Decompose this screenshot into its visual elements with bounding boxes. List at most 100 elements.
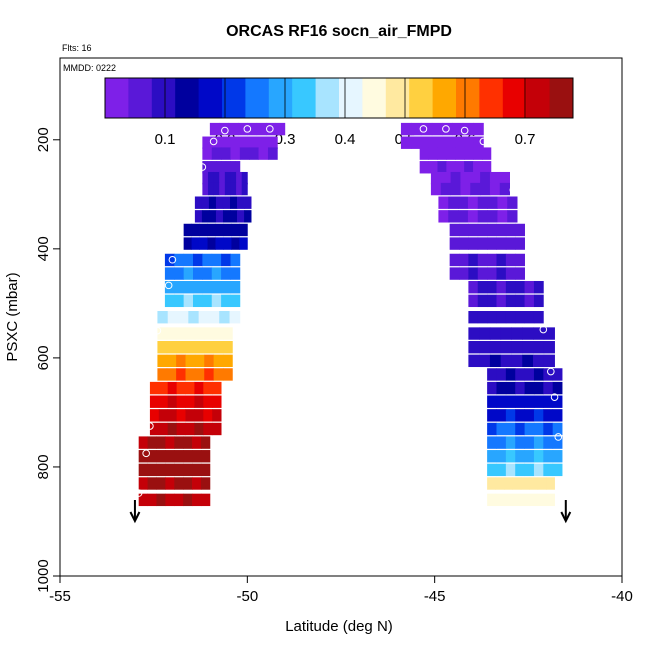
heatmap-cell — [149, 409, 160, 422]
heatmap-cell — [244, 196, 252, 209]
heatmap-cell — [158, 395, 169, 408]
heatmap-cell — [192, 463, 202, 477]
heatmap-cell — [256, 122, 267, 136]
heatmap-cell — [194, 409, 204, 422]
heatmap-cell — [505, 436, 516, 449]
heatmap-cell — [449, 267, 460, 280]
heatmap-cell — [473, 161, 483, 174]
heatmap-cell — [473, 136, 484, 149]
heatmap-cell — [201, 196, 210, 209]
flights-annotation: Flts: 16 — [62, 43, 92, 53]
heatmap-cell — [222, 196, 231, 209]
heatmap-cell — [487, 450, 497, 463]
heatmap-cell — [487, 381, 497, 395]
heatmap-cell — [230, 147, 241, 160]
heatmap-cell — [221, 281, 231, 294]
heatmap-cell — [221, 136, 231, 149]
heatmap-cell — [166, 354, 177, 368]
heatmap-cell — [543, 422, 554, 436]
heatmap-cell — [194, 422, 204, 436]
heatmap-cell — [487, 294, 497, 308]
heatmap-cell — [438, 210, 449, 223]
heatmap-cell — [438, 196, 449, 209]
heatmap-cell — [473, 147, 483, 160]
heatmap-cell — [496, 294, 507, 308]
heatmap-cell — [477, 237, 488, 250]
colorbar-swatch — [549, 78, 574, 118]
heatmap-cell — [237, 210, 245, 223]
heatmap-cell — [487, 223, 497, 237]
heatmap-cell — [176, 368, 186, 381]
heatmap-cell — [185, 409, 195, 422]
colorbar-swatch — [105, 78, 129, 118]
x-tick-label: -45 — [424, 588, 446, 605]
heatmap-cell — [239, 147, 250, 160]
heatmap-cell — [487, 477, 496, 490]
y-axis-label: PSXC (mbar) — [4, 272, 21, 361]
heatmap-cell — [215, 210, 224, 223]
heatmap-cell — [448, 196, 459, 209]
heatmap-cell — [522, 340, 534, 354]
heatmap-cell — [174, 493, 184, 507]
heatmap-cell — [165, 463, 175, 477]
heatmap-cell — [503, 477, 513, 490]
heatmap-cell — [207, 171, 215, 185]
heatmap-cell — [524, 281, 535, 294]
heatmap-cell — [167, 409, 178, 422]
heatmap-cell — [520, 477, 530, 490]
heatmap-cell — [194, 395, 204, 408]
heatmap-cell — [543, 381, 554, 395]
heatmap-cell — [194, 340, 205, 354]
heatmap-cell — [520, 493, 530, 507]
heatmap-cell — [515, 368, 525, 381]
heatmap-cell — [480, 182, 491, 196]
sample-point — [209, 137, 218, 146]
heatmap-cell — [185, 327, 196, 340]
heatmap-cell — [204, 340, 215, 354]
heatmap-cell — [507, 210, 518, 223]
heatmap-cell — [222, 340, 233, 354]
heatmap-cell — [167, 311, 179, 324]
heatmap-cell — [428, 147, 438, 160]
heatmap-cell — [487, 368, 497, 381]
heatmap-cell — [479, 327, 491, 340]
heatmap-cell — [452, 136, 464, 149]
heatmap-cell — [495, 493, 505, 507]
heatmap-cell — [211, 147, 222, 160]
heatmap-cell — [543, 368, 554, 381]
colorbar-swatch — [339, 78, 363, 118]
sample-point — [547, 367, 555, 376]
heatmap-cell — [470, 182, 481, 196]
heatmap-cell — [419, 147, 429, 160]
heatmap-cell — [202, 161, 208, 174]
heatmap-cell — [468, 354, 480, 368]
heatmap-cell — [533, 450, 544, 463]
heatmap-cell — [219, 122, 229, 136]
heatmap-cell — [149, 395, 160, 408]
heatmap-cell — [515, 450, 525, 463]
heatmap-cell — [543, 340, 555, 354]
heatmap-cell — [496, 409, 507, 422]
heatmap-cell — [211, 294, 222, 308]
heatmap-cell — [515, 436, 525, 449]
heatmap-cell — [533, 422, 544, 436]
heatmap-cell — [537, 477, 547, 490]
heatmap-cell — [489, 327, 502, 340]
heatmap-cell — [524, 436, 535, 449]
heatmap-cell — [149, 381, 160, 395]
colorbar-swatch — [175, 78, 200, 118]
heatmap-cell — [411, 136, 422, 149]
heatmap-cell — [207, 237, 216, 250]
heatmap-cell — [437, 147, 447, 160]
heatmap-cell — [505, 294, 516, 308]
heatmap-cell — [267, 136, 278, 149]
heatmap-cell — [477, 196, 488, 209]
heatmap-cell — [533, 294, 544, 308]
heatmap-cell — [222, 368, 233, 381]
heatmap-cell — [258, 147, 269, 160]
colorbar-swatch — [128, 78, 153, 118]
heatmap-cell — [183, 477, 193, 490]
heatmap-cell — [487, 493, 496, 507]
heatmap-cell — [183, 493, 193, 507]
heatmap-cell — [543, 450, 554, 463]
